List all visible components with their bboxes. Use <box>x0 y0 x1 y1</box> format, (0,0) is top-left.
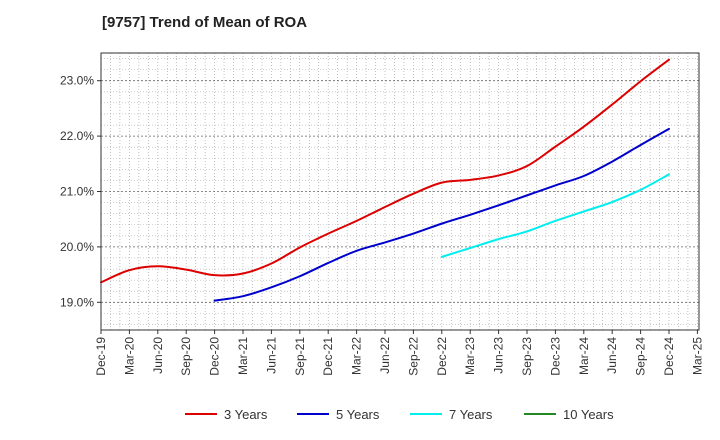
y-tick-label: 22.0% <box>60 129 94 143</box>
x-axis-ticks: Dec-19 Mar-20 Jun-20 Sep-20 Dec-20 Mar-21 Jun-… <box>94 330 704 376</box>
series-line-3-years <box>100 58 670 284</box>
plot-background <box>101 53 699 330</box>
legend-label-10-years: 10 Years <box>563 407 614 422</box>
x-tick-label: Jun-22 <box>378 337 392 374</box>
y-tick-label: 23.0% <box>60 74 94 88</box>
legend-label-5-years: 5 Years <box>336 407 380 422</box>
series-line-7-years <box>440 173 670 258</box>
x-tick-label: Mar-22 <box>350 337 364 375</box>
x-tick-label: Dec-20 <box>208 337 222 376</box>
x-tick-label: Sep-24 <box>634 337 648 376</box>
x-tick-label: Dec-22 <box>435 337 449 376</box>
x-tick-label: Mar-21 <box>236 337 250 375</box>
x-tick-label: Jun-23 <box>492 337 506 374</box>
x-tick-label: Jun-21 <box>264 337 278 374</box>
grid-layer <box>100 53 699 330</box>
x-tick-label: Mar-20 <box>122 337 136 375</box>
legend-label-7-years: 7 Years <box>449 407 493 422</box>
x-tick-label: Sep-22 <box>406 337 420 376</box>
y-tick-label: 21.0% <box>60 185 94 199</box>
x-tick-label: Mar-25 <box>690 337 704 375</box>
series-layer <box>100 58 670 302</box>
x-tick-label: Mar-23 <box>463 337 477 375</box>
legend-label-3-years: 3 Years <box>224 407 268 422</box>
x-tick-label: Dec-21 <box>321 337 335 376</box>
x-tick-label: Jun-24 <box>605 337 619 374</box>
x-tick-label: Dec-23 <box>548 337 562 376</box>
y-tick-label: 20.0% <box>60 240 94 254</box>
series-line-5-years <box>213 127 670 302</box>
y-axis-ticks: 19.0% 20.0% 21.0% 22.0% 23.0% <box>60 74 101 309</box>
x-tick-label: Dec-19 <box>94 337 108 376</box>
x-tick-label: Mar-24 <box>577 337 591 375</box>
x-tick-label: Sep-20 <box>179 337 193 376</box>
x-tick-label: Dec-24 <box>662 337 676 376</box>
x-tick-label: Sep-23 <box>520 337 534 376</box>
y-tick-label: 19.0% <box>60 295 94 309</box>
x-tick-label: Sep-21 <box>293 337 307 376</box>
legend: 3 Years 5 Years 7 Years 10 Years <box>185 407 614 422</box>
x-tick-label: Jun-20 <box>151 337 165 374</box>
chart-title: [9757] Trend of Mean of ROA <box>102 14 308 31</box>
